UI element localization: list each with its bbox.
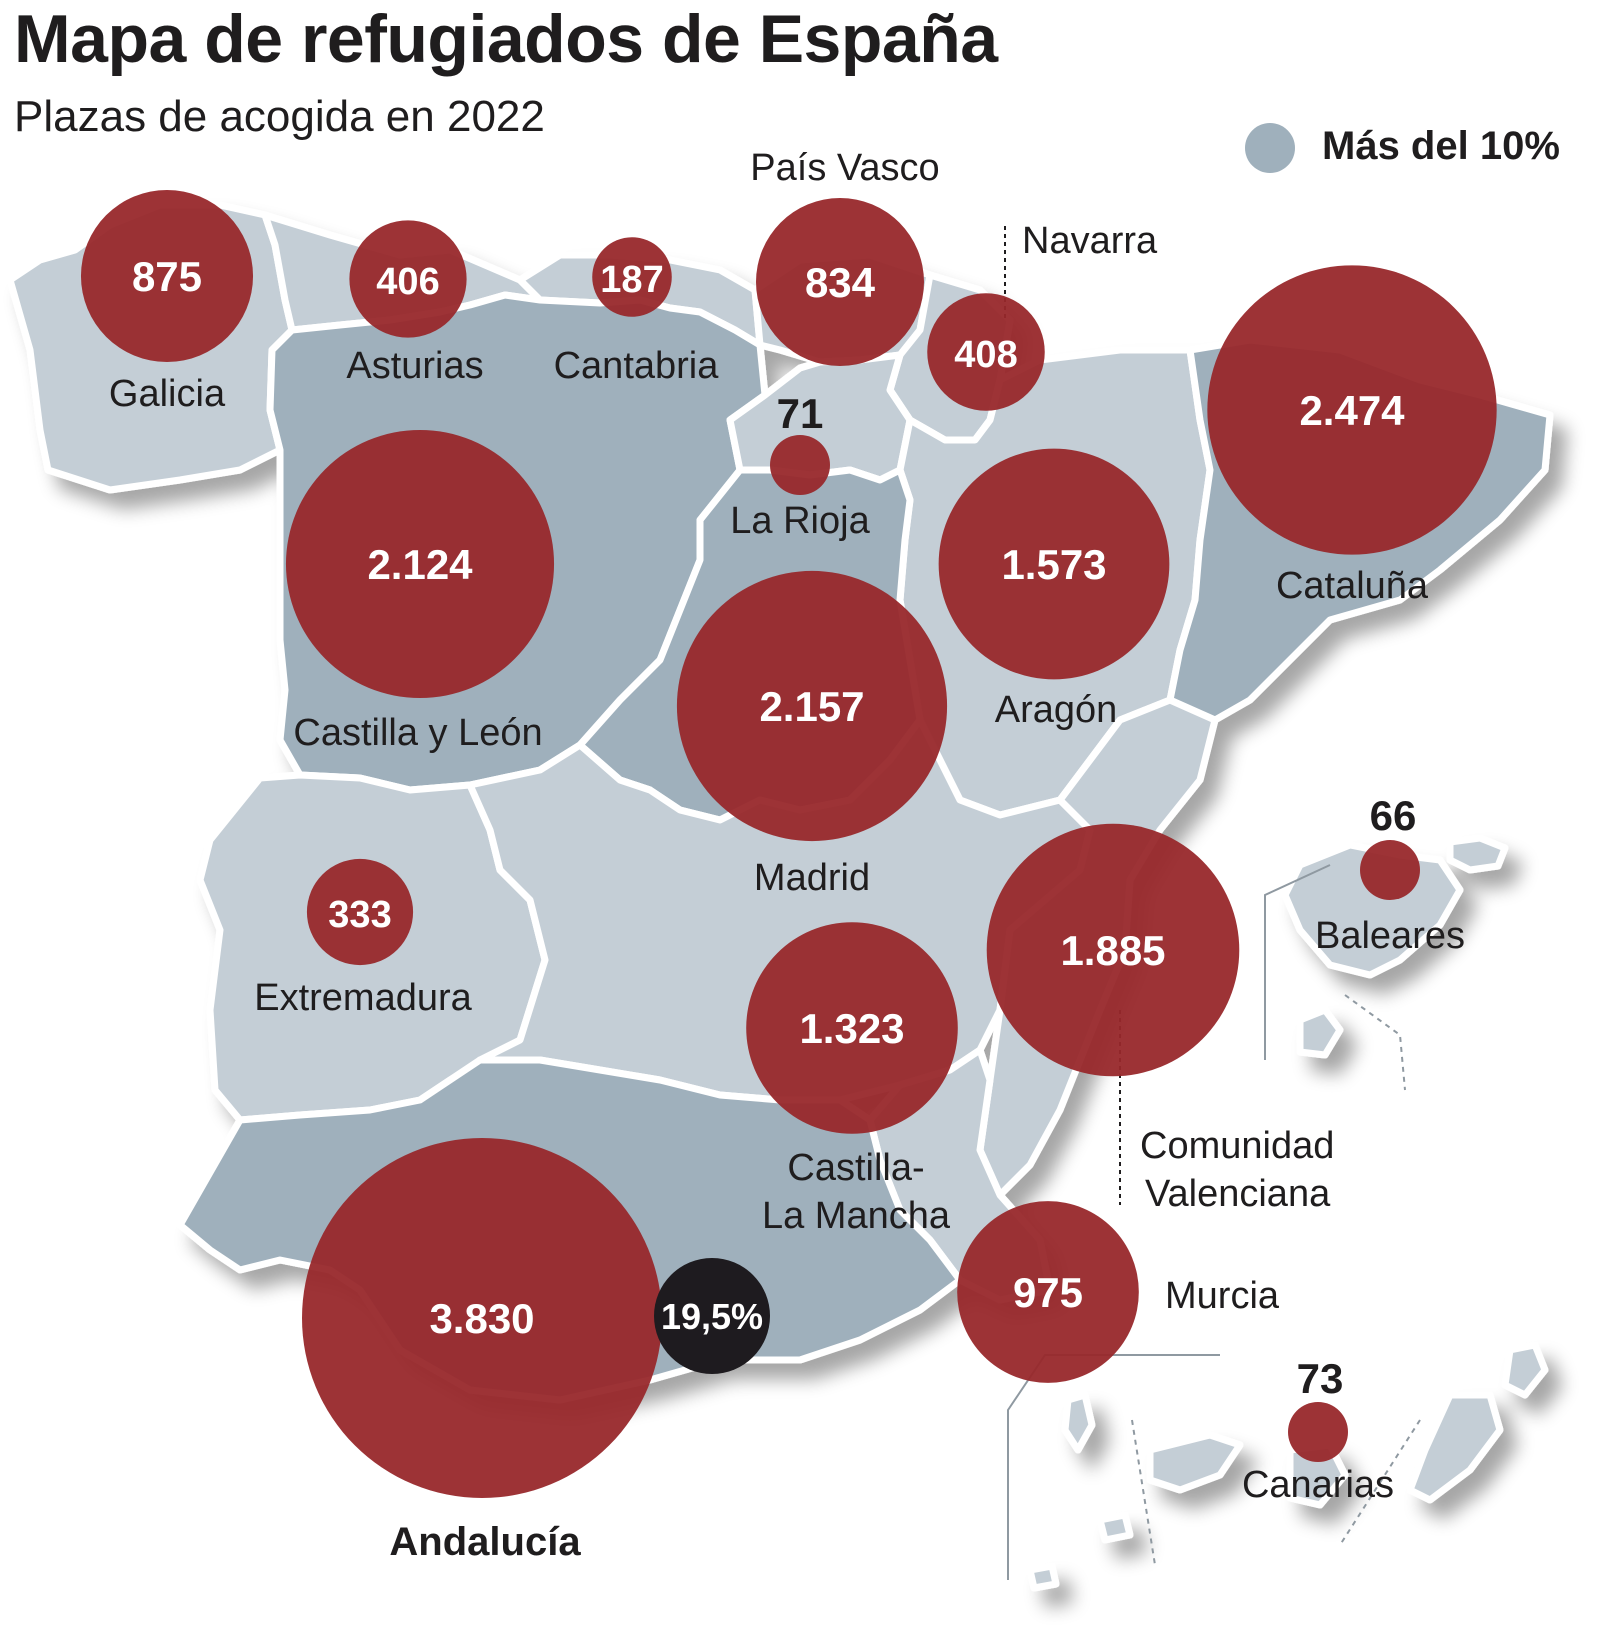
bubble-castilla-y-leon xyxy=(285,429,555,699)
name-navarra: Navarra xyxy=(1022,220,1158,262)
island-el-hierro xyxy=(1026,1562,1060,1592)
name-andalucia: Andalucía xyxy=(389,1520,581,1564)
sea-border-baleares xyxy=(1344,994,1406,1091)
value-cataluna: 2.474 xyxy=(1299,387,1405,434)
value-madrid: 2.157 xyxy=(759,683,864,730)
bubble-andalucia xyxy=(302,1138,662,1498)
sea-border-canarias-2 xyxy=(1339,1419,1421,1546)
value-navarra: 408 xyxy=(954,334,1017,376)
value-aragon: 1.573 xyxy=(1001,541,1106,588)
island-fuerteventura xyxy=(1406,1391,1504,1504)
name-murcia: Murcia xyxy=(1165,1275,1280,1317)
name-castilla-la-mancha-2: La Mancha xyxy=(762,1195,951,1237)
value-galicia: 875 xyxy=(132,253,202,300)
name-cataluna: Cataluña xyxy=(1276,565,1429,607)
island-la-gomera xyxy=(1096,1511,1134,1544)
bubble-pais-vasco xyxy=(756,198,924,366)
bubble-madrid xyxy=(676,570,948,842)
legend-swatch xyxy=(1245,123,1295,173)
value-canarias: 73 xyxy=(1297,1355,1344,1402)
value-extremadura: 333 xyxy=(328,894,391,936)
frame-canarias xyxy=(1007,1354,1220,1580)
name-extremadura: Extremadura xyxy=(254,977,472,1019)
name-aragon: Aragón xyxy=(995,689,1118,731)
bubble-cataluna xyxy=(1207,265,1497,555)
bubble-castilla-la-mancha xyxy=(746,922,958,1134)
island-tenerife xyxy=(1146,1431,1244,1494)
bubble-cantabria xyxy=(592,237,672,317)
page-title: Mapa de refugiados de España xyxy=(14,1,998,77)
island-ibiza xyxy=(1296,1006,1344,1059)
bubble-la-rioja xyxy=(770,435,830,495)
name-baleares: Baleares xyxy=(1315,915,1465,957)
name-pais-vasco: País Vasco xyxy=(750,147,939,189)
bubble-galicia xyxy=(80,189,254,363)
bubble-extremadura xyxy=(306,858,414,966)
legend-label: Más del 10% xyxy=(1322,124,1560,168)
value-pais-vasco: 834 xyxy=(805,259,876,306)
share-label-andalucia: 19,5% xyxy=(661,1296,763,1337)
name-cantabria: Cantabria xyxy=(554,345,720,387)
value-castilla-la-mancha: 1.323 xyxy=(799,1005,904,1052)
frame-baleares xyxy=(1264,864,1331,1060)
name-castilla-la-mancha-1: Castilla- xyxy=(787,1147,924,1189)
value-baleares: 66 xyxy=(1370,792,1417,839)
labels-layer: 875 Galicia 406 Asturias 187 Cantabria 834 País… xyxy=(109,147,1465,1564)
value-andalucia: 3.830 xyxy=(429,1295,534,1342)
name-castilla-y-leon: Castilla y León xyxy=(293,712,542,754)
island-menorca xyxy=(1446,834,1509,874)
page-subtitle: Plazas de acogida en 2022 xyxy=(14,92,545,141)
name-comunidad-valenciana-2: Valenciana xyxy=(1145,1173,1331,1215)
value-asturias: 406 xyxy=(376,261,439,303)
name-la-rioja: La Rioja xyxy=(730,500,870,542)
name-asturias: Asturias xyxy=(346,345,483,387)
name-galicia: Galicia xyxy=(109,373,226,415)
bubble-canarias xyxy=(1288,1402,1348,1462)
bubbles-layer xyxy=(80,189,1497,1498)
value-murcia: 975 xyxy=(1013,1269,1083,1316)
island-lanzarote xyxy=(1501,1341,1549,1399)
name-canarias: Canarias xyxy=(1242,1464,1394,1506)
bubble-aragon xyxy=(938,448,1170,680)
value-comunidad-valenciana: 1.885 xyxy=(1060,927,1165,974)
name-madrid: Madrid xyxy=(754,857,870,899)
bubble-comunidad-valenciana xyxy=(986,823,1240,1077)
bubble-baleares xyxy=(1360,840,1420,900)
bubble-asturias xyxy=(349,220,467,338)
bubble-murcia xyxy=(957,1201,1139,1383)
value-cantabria: 187 xyxy=(600,259,663,301)
value-castilla-y-leon: 2.124 xyxy=(367,541,473,588)
island-la-palma xyxy=(1061,1391,1096,1454)
bubble-navarra xyxy=(927,293,1045,411)
sea-border-canarias-1 xyxy=(1131,1419,1156,1566)
share-badge-andalucia xyxy=(654,1258,770,1374)
name-comunidad-valenciana-1: Comunidad xyxy=(1140,1125,1334,1167)
value-la-rioja: 71 xyxy=(777,390,824,437)
